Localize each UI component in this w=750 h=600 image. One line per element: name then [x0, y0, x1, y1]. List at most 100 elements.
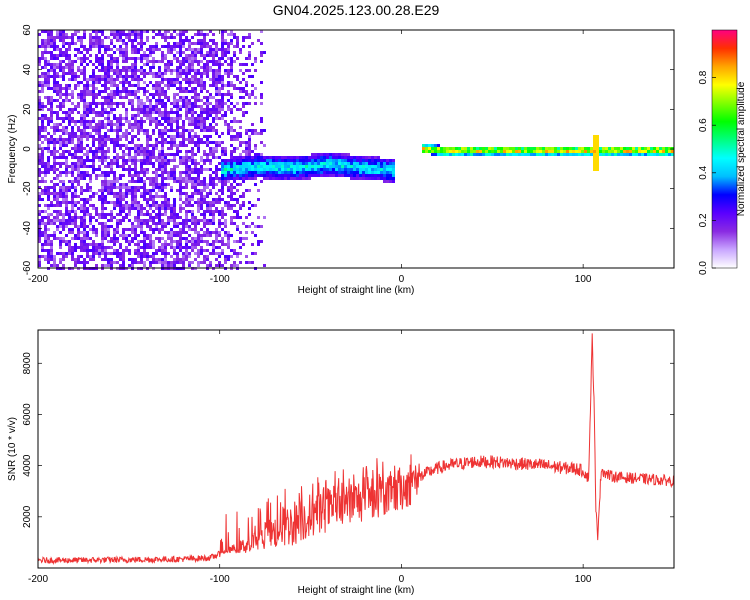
spectrogram-cell: [311, 165, 314, 168]
spectrogram-cell: [212, 213, 215, 216]
spectrogram-cell: [152, 258, 155, 261]
spectrogram-cell: [116, 78, 119, 81]
spectrogram-cell: [248, 135, 251, 138]
spectrogram-cell: [299, 168, 302, 171]
snr-frame: [37, 329, 675, 569]
spectrogram-cell: [116, 144, 119, 147]
spectrogram-cell: [191, 216, 194, 219]
spectrogram-cell: [50, 192, 53, 195]
spectrogram-cell: [65, 48, 68, 51]
spectrogram-cell: [89, 147, 92, 150]
spectrogram-cell: [176, 117, 179, 120]
spectrogram-cell: [38, 237, 41, 240]
spectrogram-cell: [74, 177, 77, 180]
spectrogram-cell: [104, 252, 107, 255]
spectrogram-cell: [365, 159, 368, 162]
spectrogram-cell: [38, 213, 41, 216]
spectrogram-cell: [230, 96, 233, 99]
spectrogram-cell: [71, 120, 74, 123]
spectrogram-cell: [140, 30, 143, 33]
spectrogram-cell: [197, 234, 200, 237]
spectrogram-cell: [368, 171, 371, 174]
spectrogram-cell: [596, 144, 599, 147]
spectrogram-cell: [506, 150, 509, 153]
spectrogram-cell: [251, 75, 254, 78]
spectrogram-cell: [143, 162, 146, 165]
spectrogram-cell: [38, 159, 41, 162]
spectrogram-cell: [170, 111, 173, 114]
spectrogram-cell: [446, 150, 449, 153]
spectrogram-cell: [176, 165, 179, 168]
spectrogram-cell: [281, 165, 284, 168]
spectrogram-cell: [185, 57, 188, 60]
spectrogram-cell: [125, 201, 128, 204]
spectrogram-cell: [227, 240, 230, 243]
spectrogram-cell: [485, 150, 488, 153]
spectrogram-cell: [170, 33, 173, 36]
spectrogram-cell: [233, 120, 236, 123]
spectrogram-cell: [53, 48, 56, 51]
spectrogram-cell: [242, 105, 245, 108]
spectrogram-cell: [134, 168, 137, 171]
spectrogram-cell: [656, 147, 659, 150]
spectrogram-cell: [125, 192, 128, 195]
spectrogram-cell: [125, 48, 128, 51]
spectrogram-cell: [149, 45, 152, 48]
spectrogram-cell: [206, 42, 209, 45]
spectrogram-cell: [161, 177, 164, 180]
spectrogram-cell: [89, 174, 92, 177]
spectrogram-cell: [197, 210, 200, 213]
spectrogram-cell: [113, 36, 116, 39]
spectrogram-cell: [128, 213, 131, 216]
spectrogram-cell: [155, 213, 158, 216]
spectrogram-cell: [212, 39, 215, 42]
spectrogram-cell: [53, 198, 56, 201]
spectrogram-cell: [242, 204, 245, 207]
spectrogram-cell: [299, 171, 302, 174]
spectrogram-cell: [104, 102, 107, 105]
spectrogram-cell: [122, 69, 125, 72]
spectrogram-cell: [650, 147, 653, 150]
spectrogram-cell: [146, 156, 149, 159]
spectrogram-cell: [449, 150, 452, 153]
spectrogram-cell: [368, 159, 371, 162]
spectrogram-cell: [122, 102, 125, 105]
spectrogram-cell: [377, 177, 380, 180]
spectrogram-cell: [188, 57, 191, 60]
spectrogram-cell: [83, 96, 86, 99]
spectrogram-cell: [215, 45, 218, 48]
spectrogram-cell: [83, 240, 86, 243]
spectrogram-cell: [38, 192, 41, 195]
spectrogram-cell: [119, 177, 122, 180]
spectrogram-cell: [182, 255, 185, 258]
spectrogram-cell: [224, 225, 227, 228]
spectrogram-cell: [104, 195, 107, 198]
spectrogram-cell: [227, 69, 230, 72]
spectrogram-cell: [62, 219, 65, 222]
spectrogram-cell: [119, 90, 122, 93]
spectrogram-cell: [254, 168, 257, 171]
spectrogram-cell: [260, 162, 263, 165]
spectrogram-cell: [74, 153, 77, 156]
spectrogram-cell: [362, 177, 365, 180]
spectrogram-cell: [530, 147, 533, 150]
spectrogram-cell: [164, 258, 167, 261]
spectrogram-cell: [158, 249, 161, 252]
spectrogram-cell: [335, 165, 338, 168]
spectrogram-cell: [203, 108, 206, 111]
spectrogram-cell: [110, 81, 113, 84]
spectrogram-cell: [224, 111, 227, 114]
spectrogram-cell: [194, 93, 197, 96]
spectrogram-cell: [311, 156, 314, 159]
spectrogram-cell: [56, 252, 59, 255]
spectrogram-cell: [44, 174, 47, 177]
spectrogram-cell: [491, 150, 494, 153]
spectrogram-cell: [170, 45, 173, 48]
spectrogram-cell: [176, 69, 179, 72]
spectrogram-cell: [332, 153, 335, 156]
spectrogram-cell: [200, 141, 203, 144]
spectrogram-cell: [188, 78, 191, 81]
spectrogram-cell: [287, 171, 290, 174]
spectrogram-cell: [191, 117, 194, 120]
spectrogram-cell: [296, 159, 299, 162]
